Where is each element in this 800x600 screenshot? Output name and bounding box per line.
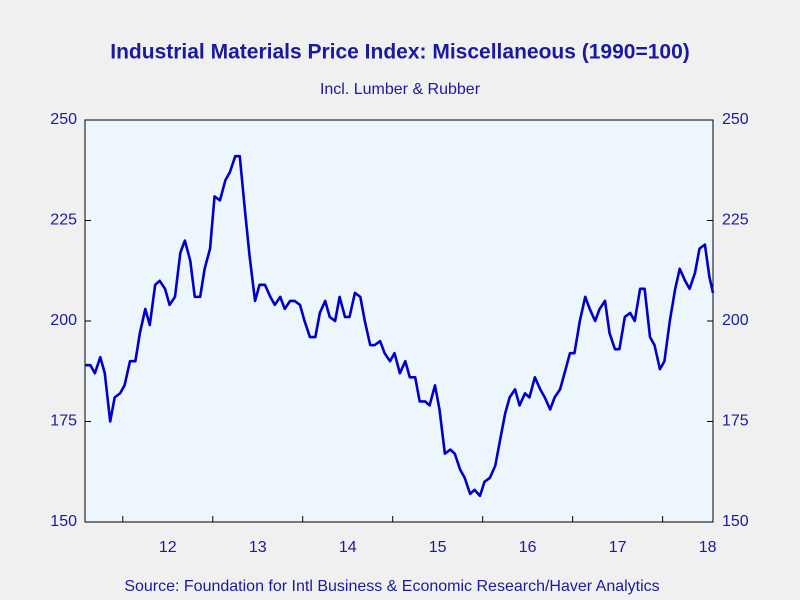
source-note: Source: Foundation for Intl Business & E… [124,578,659,595]
y-tick-label: 150 [50,513,77,530]
data-line [85,154,715,498]
y-tick-label: 250 [50,111,77,128]
y2-tick-label: 250 [722,111,749,128]
x-tick-label: 14 [339,539,357,556]
y-tick-label: 175 [50,413,77,430]
x-tick-label: 12 [159,539,177,556]
y2-tick-label: 225 [722,212,749,229]
y2-tick-label: 150 [722,513,749,530]
x-tick-label: 17 [609,539,627,556]
x-tick-label: 16 [519,539,537,556]
x-tick-label: 15 [429,539,447,556]
x-tick-label: 13 [249,539,267,556]
y2-tick-label: 200 [722,312,749,329]
plot-area [84,119,714,523]
chart-subtitle: Incl. Lumber & Rubber [320,81,481,98]
y-tick-label: 200 [50,312,77,329]
y2-tick-label: 175 [722,413,749,430]
chart-title: Industrial Materials Price Index: Miscel… [110,41,690,64]
x-tick-label: 18 [699,539,717,556]
y-tick-label: 225 [50,212,77,229]
